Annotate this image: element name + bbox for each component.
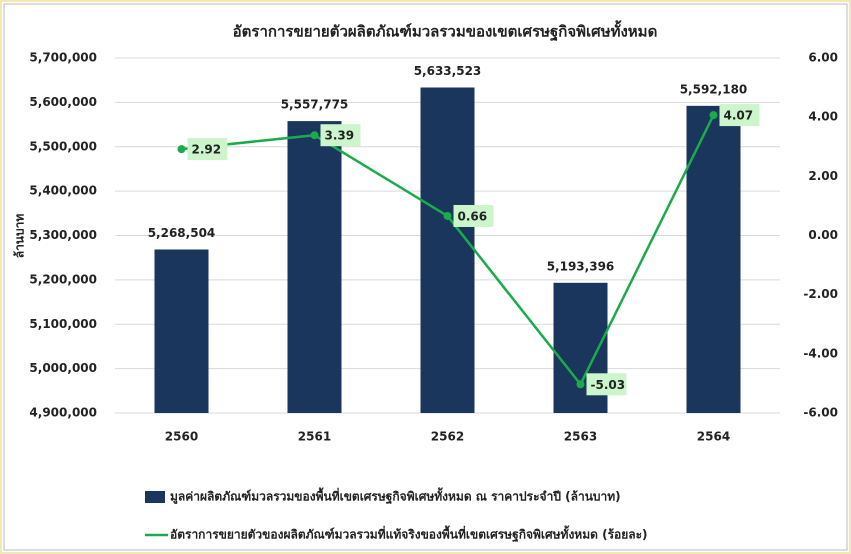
line-point bbox=[177, 145, 186, 154]
y2-tick-label: 0.00 bbox=[808, 228, 838, 242]
x-tick-label: 2564 bbox=[697, 430, 730, 444]
bar-value-label: 5,268,504 bbox=[148, 226, 216, 240]
y-tick-label: 5,700,000 bbox=[29, 51, 97, 65]
y-tick-label: 5,100,000 bbox=[29, 317, 97, 331]
bar bbox=[287, 121, 342, 414]
point-value-label: 0.66 bbox=[458, 209, 488, 223]
bar-value-label: 5,557,775 bbox=[281, 98, 349, 112]
line-point bbox=[443, 211, 452, 220]
point-value-label: -5.03 bbox=[591, 378, 626, 392]
point-label-bg bbox=[586, 373, 627, 396]
y-tick-label: 4,900,000 bbox=[29, 406, 97, 420]
legend-label: มูลค่าผลิตภัณฑ์มวลรวมของพื้นที่เขตเศรษฐก… bbox=[170, 487, 621, 505]
x-tick-label: 2563 bbox=[564, 430, 597, 444]
point-value-label: 3.39 bbox=[325, 129, 355, 143]
chart-title: อัตราการขยายตัวผลิตภัณฑ์มวลรวมของเขตเศรษ… bbox=[233, 20, 658, 42]
y-tick-label: 5,400,000 bbox=[29, 184, 97, 198]
y-tick-label: 5,000,000 bbox=[29, 361, 97, 375]
point-label-bg bbox=[719, 104, 760, 127]
y2-tick-label: 2.00 bbox=[808, 169, 838, 183]
line-point bbox=[709, 111, 718, 120]
x-tick-label: 2561 bbox=[298, 430, 331, 444]
legend-swatch bbox=[145, 491, 165, 503]
y-tick-label: 5,200,000 bbox=[29, 272, 97, 286]
line-point bbox=[310, 131, 319, 140]
bar bbox=[154, 249, 209, 413]
x-tick-label: 2560 bbox=[165, 430, 198, 444]
bar-value-label: 5,193,396 bbox=[547, 259, 615, 273]
bar bbox=[420, 87, 475, 413]
y2-tick-label: 4.00 bbox=[808, 110, 838, 124]
bar-value-label: 5,633,523 bbox=[414, 64, 482, 78]
y-tick-label: 5,500,000 bbox=[29, 139, 97, 153]
line-point bbox=[576, 380, 585, 389]
y-tick-label: 5,600,000 bbox=[29, 95, 97, 109]
point-value-label: 4.07 bbox=[724, 109, 754, 123]
bar-value-label: 5,592,180 bbox=[680, 82, 748, 96]
y-axis-label: ล้านบาท bbox=[13, 214, 27, 259]
point-label-bg bbox=[453, 204, 494, 227]
y2-tick-label: -2.00 bbox=[803, 287, 838, 301]
y2-tick-label: 6.00 bbox=[808, 51, 838, 65]
x-tick-label: 2562 bbox=[431, 430, 464, 444]
point-label-bg bbox=[187, 138, 228, 161]
y-tick-label: 5,300,000 bbox=[29, 228, 97, 242]
point-label-bg bbox=[320, 124, 361, 147]
y2-tick-label: -4.00 bbox=[803, 346, 838, 360]
legend-label: อัตราการขยายตัวของผลิตภัณฑ์มวลรวมที่แท้จ… bbox=[170, 525, 648, 543]
y2-tick-label: -6.00 bbox=[803, 406, 838, 420]
bar bbox=[686, 105, 741, 413]
point-value-label: 2.92 bbox=[192, 143, 222, 157]
